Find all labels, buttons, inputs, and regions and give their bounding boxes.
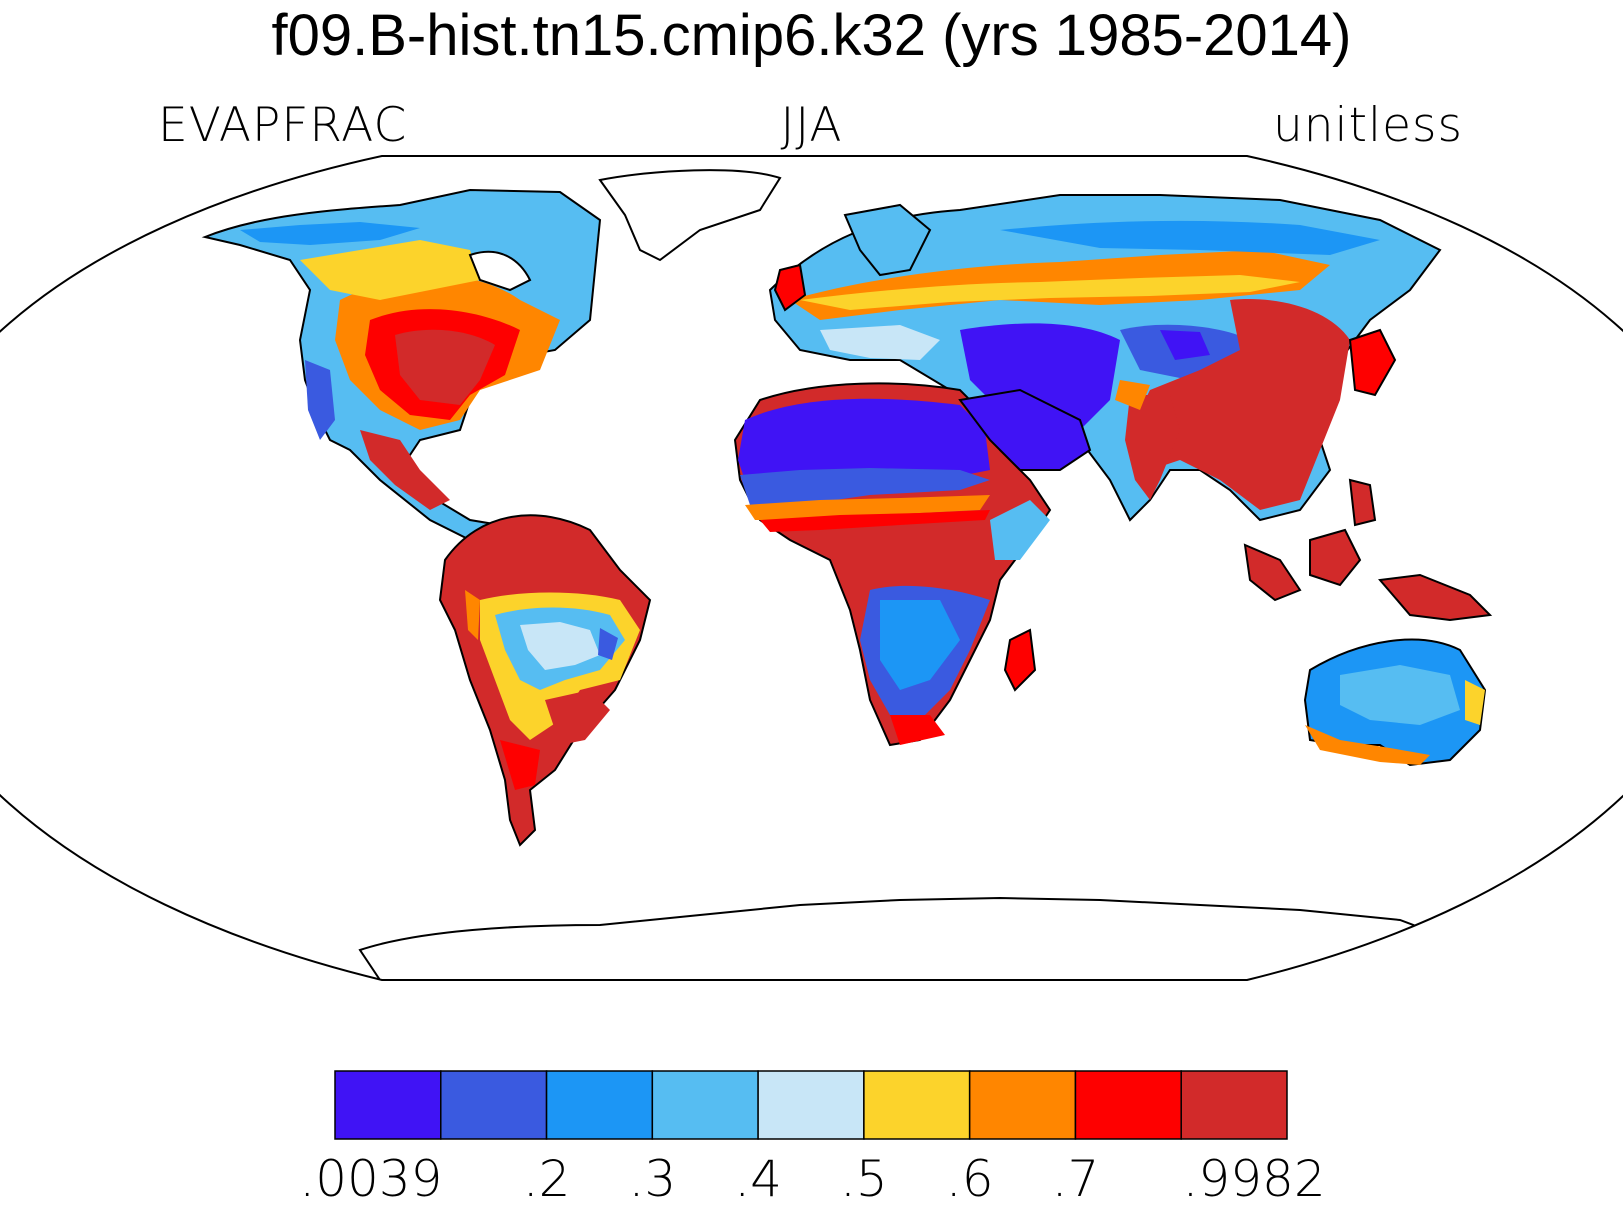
australia-land (1303, 638, 1487, 767)
colorbar-tick: .0039 (299, 1150, 443, 1208)
variable-label: EVAPFRAC (158, 98, 408, 153)
colorbar-tick: .6 (945, 1150, 994, 1208)
colorbar-tick: .9982 (1182, 1150, 1326, 1208)
colorbar-box (1180, 1070, 1288, 1140)
colorbar-box (545, 1070, 654, 1140)
south-america-land (438, 514, 652, 847)
colorbar-box (1074, 1070, 1182, 1140)
colorbar-tick: .7 (1051, 1150, 1100, 1208)
north-america-land (201, 188, 602, 542)
colorbar-tick: .3 (628, 1150, 677, 1208)
units-label: unitless (1272, 98, 1463, 153)
antarctica-outline (358, 896, 1442, 980)
africa-land (733, 382, 1052, 747)
colorbar-box (334, 1070, 442, 1140)
greenland-outline (598, 169, 782, 262)
colorbar-box (968, 1070, 1077, 1140)
colorbar-tick: .5 (840, 1150, 888, 1208)
figure-title: f09.B-hist.tn15.cmip6.k32 (yrs 1985-2014… (271, 3, 1352, 68)
arabia-land (958, 388, 1092, 471)
colorbar-tick: .2 (522, 1150, 571, 1208)
colorbar-tick: .4 (734, 1150, 782, 1208)
scandinavia-land (843, 203, 932, 277)
uk-land (773, 263, 807, 312)
colorbar-box (757, 1070, 865, 1140)
colorbar-box (863, 1070, 971, 1140)
map-frame (0, 155, 1623, 981)
season-label: JJA (780, 98, 843, 153)
maritime-continent-land (1243, 478, 1493, 622)
eurasia-land (768, 194, 1442, 522)
colorbar-box (440, 1070, 548, 1140)
world-map (0, 155, 1623, 981)
colorbar-box (651, 1070, 759, 1140)
